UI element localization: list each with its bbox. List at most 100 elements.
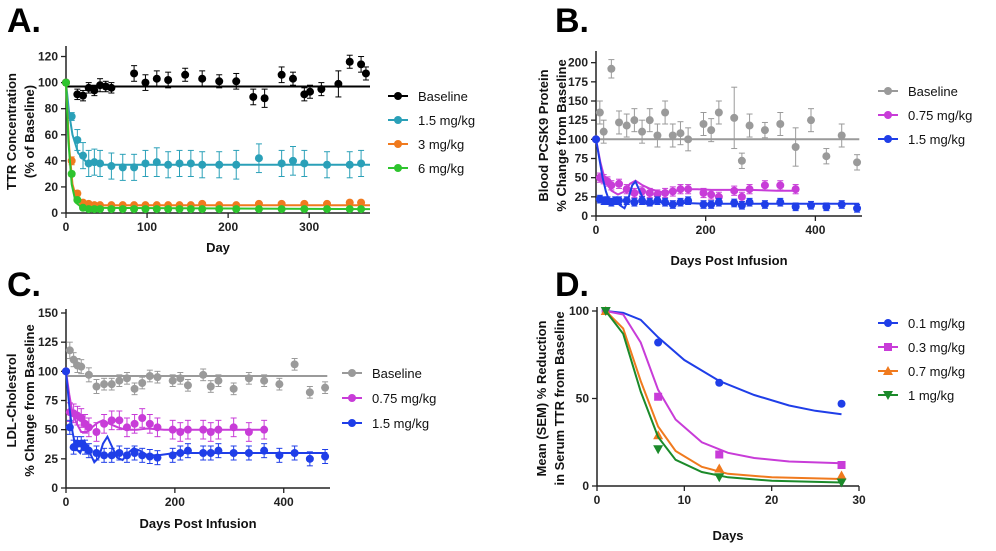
x-tick-label: 200 xyxy=(165,495,185,509)
data-point xyxy=(199,425,208,434)
data-point xyxy=(153,373,162,382)
legend-item: 1.5 mg/kg xyxy=(878,132,965,147)
data-point xyxy=(714,108,723,117)
data-point xyxy=(599,127,608,136)
legend-item: 1.5 mg/kg xyxy=(342,416,429,431)
legend-label: 1 mg/kg xyxy=(908,388,954,403)
data-point xyxy=(760,181,769,190)
data-point xyxy=(183,381,192,390)
data-point xyxy=(215,205,224,214)
x-tick-label: 200 xyxy=(696,223,716,237)
series-1-mg-kg xyxy=(600,307,847,488)
data-point xyxy=(206,449,215,457)
data-point xyxy=(244,428,253,436)
legend-swatch-marker xyxy=(883,391,893,400)
data-point xyxy=(141,159,150,168)
data-point xyxy=(288,74,297,83)
data-point xyxy=(73,135,82,144)
data-point xyxy=(321,452,330,461)
data-point xyxy=(107,451,116,460)
data-point xyxy=(260,425,269,434)
y-tick-label: 100 xyxy=(38,76,58,90)
data-point xyxy=(745,121,754,130)
legend-label: Baseline xyxy=(418,89,468,104)
fit-line xyxy=(605,310,842,416)
data-point xyxy=(96,205,105,214)
series-0-75-mg-kg xyxy=(592,135,800,202)
data-point xyxy=(837,131,846,140)
data-point xyxy=(853,204,862,213)
series-1-5-mg-kg xyxy=(62,367,330,467)
legend-item: 6 mg/kg xyxy=(388,161,464,176)
y-tick-label: 50 xyxy=(575,171,589,185)
data-point xyxy=(837,399,846,408)
data-point xyxy=(699,120,708,128)
data-point xyxy=(760,126,769,135)
legend-label: 3 mg/kg xyxy=(418,137,464,152)
data-point xyxy=(654,392,663,401)
data-point xyxy=(229,384,238,393)
data-point xyxy=(661,189,670,197)
data-point xyxy=(607,181,616,190)
data-point xyxy=(67,169,76,178)
legend-label: Baseline xyxy=(372,366,422,381)
legend-label: 0.7 mg/kg xyxy=(908,364,965,379)
data-point xyxy=(668,200,677,209)
data-point xyxy=(206,382,215,391)
data-point xyxy=(100,451,109,460)
data-point xyxy=(737,192,746,201)
data-point xyxy=(676,198,685,207)
data-point xyxy=(306,87,315,96)
y-tick-label: 150 xyxy=(38,306,58,320)
data-point xyxy=(277,205,286,214)
legend-swatch-marker xyxy=(884,343,892,351)
legend-label: 6 mg/kg xyxy=(418,161,464,176)
legend-label: 0.75 mg/kg xyxy=(908,108,972,123)
legend-swatch-marker xyxy=(394,116,402,124)
x-tick-label: 0 xyxy=(63,220,70,234)
data-point xyxy=(715,450,724,459)
y-tick-label: 0 xyxy=(51,206,58,220)
legend-item: 0.75 mg/kg xyxy=(878,108,972,123)
data-point xyxy=(345,205,354,214)
data-point xyxy=(92,449,101,457)
data-point xyxy=(229,423,238,432)
data-point xyxy=(115,416,124,425)
legend-swatch-marker xyxy=(348,419,356,427)
x-tick-label: 0 xyxy=(593,223,600,237)
fit-line xyxy=(604,310,842,484)
legend-swatch-marker xyxy=(884,87,892,95)
legend-item: Baseline xyxy=(388,89,468,104)
legend: 0.1 mg/kg 0.3 mg/kg 0.7 mg/kg 1 mg/kg xyxy=(878,316,965,403)
series-0-3-mg-kg xyxy=(601,307,846,469)
y-tick-label: 0 xyxy=(582,479,589,493)
data-point xyxy=(186,205,195,214)
data-point xyxy=(837,461,846,469)
data-point xyxy=(668,131,677,140)
series-1-5-mg-kg xyxy=(592,135,862,213)
data-point xyxy=(592,135,600,144)
data-point xyxy=(668,187,677,196)
data-point xyxy=(714,463,725,473)
data-point xyxy=(115,449,124,457)
data-point xyxy=(79,91,88,100)
panel-letter: A. xyxy=(7,2,41,40)
x-tick-label: 400 xyxy=(274,495,294,509)
data-point xyxy=(806,116,815,125)
data-point xyxy=(152,74,161,83)
legend-item: 3 mg/kg xyxy=(388,137,464,152)
data-point xyxy=(214,425,223,434)
data-point xyxy=(141,205,150,214)
chart-panel-4: D. 0 50 100 0 10 20 30 Days Mean (SEM) % Reductio… xyxy=(534,266,965,543)
data-point xyxy=(776,181,785,190)
data-point xyxy=(300,205,309,214)
legend-item: 0.1 mg/kg xyxy=(878,316,965,331)
data-point xyxy=(122,451,131,460)
data-point xyxy=(653,131,662,140)
data-point xyxy=(595,108,604,117)
data-point xyxy=(152,205,161,214)
data-point xyxy=(622,185,631,194)
data-point xyxy=(730,198,739,207)
data-point xyxy=(214,446,223,455)
data-point xyxy=(92,428,101,436)
